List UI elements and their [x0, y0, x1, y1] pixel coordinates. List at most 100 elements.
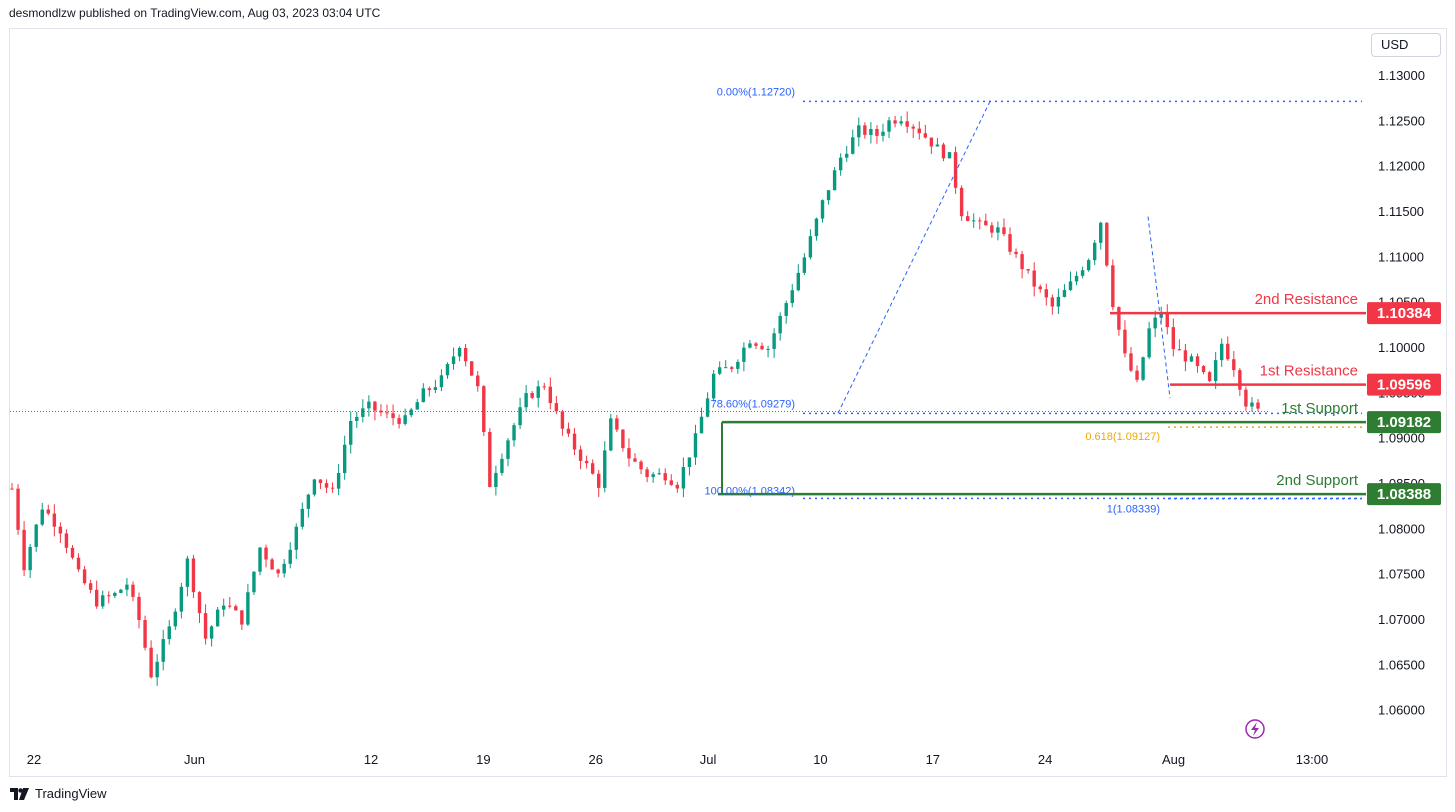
candle: [578, 445, 583, 470]
first-resistance-label: 1st Resistance: [1260, 363, 1358, 380]
candle-body: [349, 420, 353, 445]
candle: [536, 380, 540, 408]
swing-connector-2: [1147, 216, 1171, 398]
price-tick-label: 1.12500: [1378, 113, 1425, 128]
candle-body: [300, 508, 305, 527]
candle-body: [246, 592, 250, 625]
candle-body: [355, 416, 359, 421]
candle: [421, 383, 426, 403]
candle: [1177, 339, 1182, 351]
candle: [1062, 284, 1067, 298]
candle-body: [149, 647, 153, 678]
candle: [548, 377, 553, 410]
candle-body: [1008, 234, 1012, 252]
candle-body: [185, 558, 190, 587]
candle: [52, 504, 57, 537]
candlestick-series: [10, 111, 1260, 686]
currency-button[interactable]: USD: [1371, 33, 1441, 57]
candle-body: [433, 387, 438, 391]
candle-body: [699, 416, 704, 434]
candle: [1232, 351, 1236, 377]
candle-body: [657, 473, 661, 475]
candle-body: [1201, 366, 1206, 373]
candle: [264, 544, 268, 568]
candle: [893, 115, 897, 128]
date-tick-label: 12: [364, 752, 378, 767]
candle: [711, 370, 716, 402]
candle: [1002, 218, 1006, 237]
candle-body: [1177, 349, 1182, 351]
candle: [167, 619, 171, 645]
candle-body: [101, 595, 105, 607]
candle-body: [990, 225, 994, 233]
candle-body: [548, 386, 553, 404]
candle-body: [1195, 356, 1200, 367]
candle-body: [687, 457, 692, 468]
candle: [911, 124, 915, 139]
candle: [760, 342, 764, 351]
candle: [953, 146, 958, 194]
candle-body: [965, 216, 970, 221]
candle: [820, 199, 825, 223]
candle-body: [445, 364, 450, 376]
price-tick-label: 1.12000: [1378, 159, 1425, 174]
candle: [1141, 356, 1145, 382]
price-tick-label: 1.08000: [1378, 521, 1425, 536]
candle: [1147, 321, 1151, 360]
candle: [155, 654, 159, 686]
analysis-overlays: 0.00%(1.12720) 78.60%(1.09279) 100.00%(1…: [10, 86, 1366, 516]
candle-body: [748, 343, 752, 348]
candle-body: [203, 613, 208, 639]
candle-body: [863, 125, 867, 135]
candle-body: [905, 121, 909, 127]
candle: [355, 411, 359, 428]
candle: [40, 502, 44, 527]
candle-body: [463, 347, 468, 362]
candle-body: [633, 458, 637, 462]
candle-body: [155, 661, 159, 678]
candle-body: [191, 558, 196, 593]
candle-body: [482, 386, 486, 433]
candle-body: [1213, 360, 1218, 382]
candle: [790, 284, 794, 308]
candle: [433, 379, 438, 394]
candle-body: [766, 348, 770, 350]
first-resistance-tag: 1.09596: [1367, 373, 1441, 396]
candle-body: [113, 592, 117, 596]
candle-body: [1014, 251, 1018, 255]
candle-body: [469, 361, 474, 376]
candle-body: [70, 547, 75, 558]
candle-body: [832, 170, 837, 191]
candle-body: [705, 398, 710, 417]
candle: [506, 438, 510, 467]
candle: [276, 568, 280, 578]
candle: [119, 588, 123, 594]
candle-body: [119, 589, 123, 593]
candle: [403, 408, 407, 426]
candle-body: [40, 509, 44, 525]
price-tick-label: 1.07000: [1378, 612, 1425, 627]
candle-body: [58, 526, 63, 534]
candle: [76, 553, 81, 572]
candle-body: [276, 569, 280, 574]
candle: [82, 566, 87, 585]
candle-body: [887, 120, 891, 132]
lightning-icon[interactable]: [1245, 719, 1265, 739]
candle-body: [209, 626, 214, 639]
candle: [1068, 271, 1073, 292]
candle-body: [675, 484, 680, 489]
candle: [1044, 283, 1049, 306]
candle-body: [1244, 389, 1248, 407]
candle-body: [972, 220, 976, 222]
fib-label-618: 0.618(1.09127): [1085, 431, 1160, 443]
candle-body: [899, 121, 903, 124]
candle: [724, 360, 728, 369]
candle: [972, 213, 976, 228]
candle-body: [1135, 370, 1139, 380]
candle: [1226, 336, 1230, 361]
candle: [645, 466, 649, 483]
candle: [512, 422, 516, 447]
candle-body: [1129, 353, 1133, 371]
candle: [1129, 347, 1133, 373]
